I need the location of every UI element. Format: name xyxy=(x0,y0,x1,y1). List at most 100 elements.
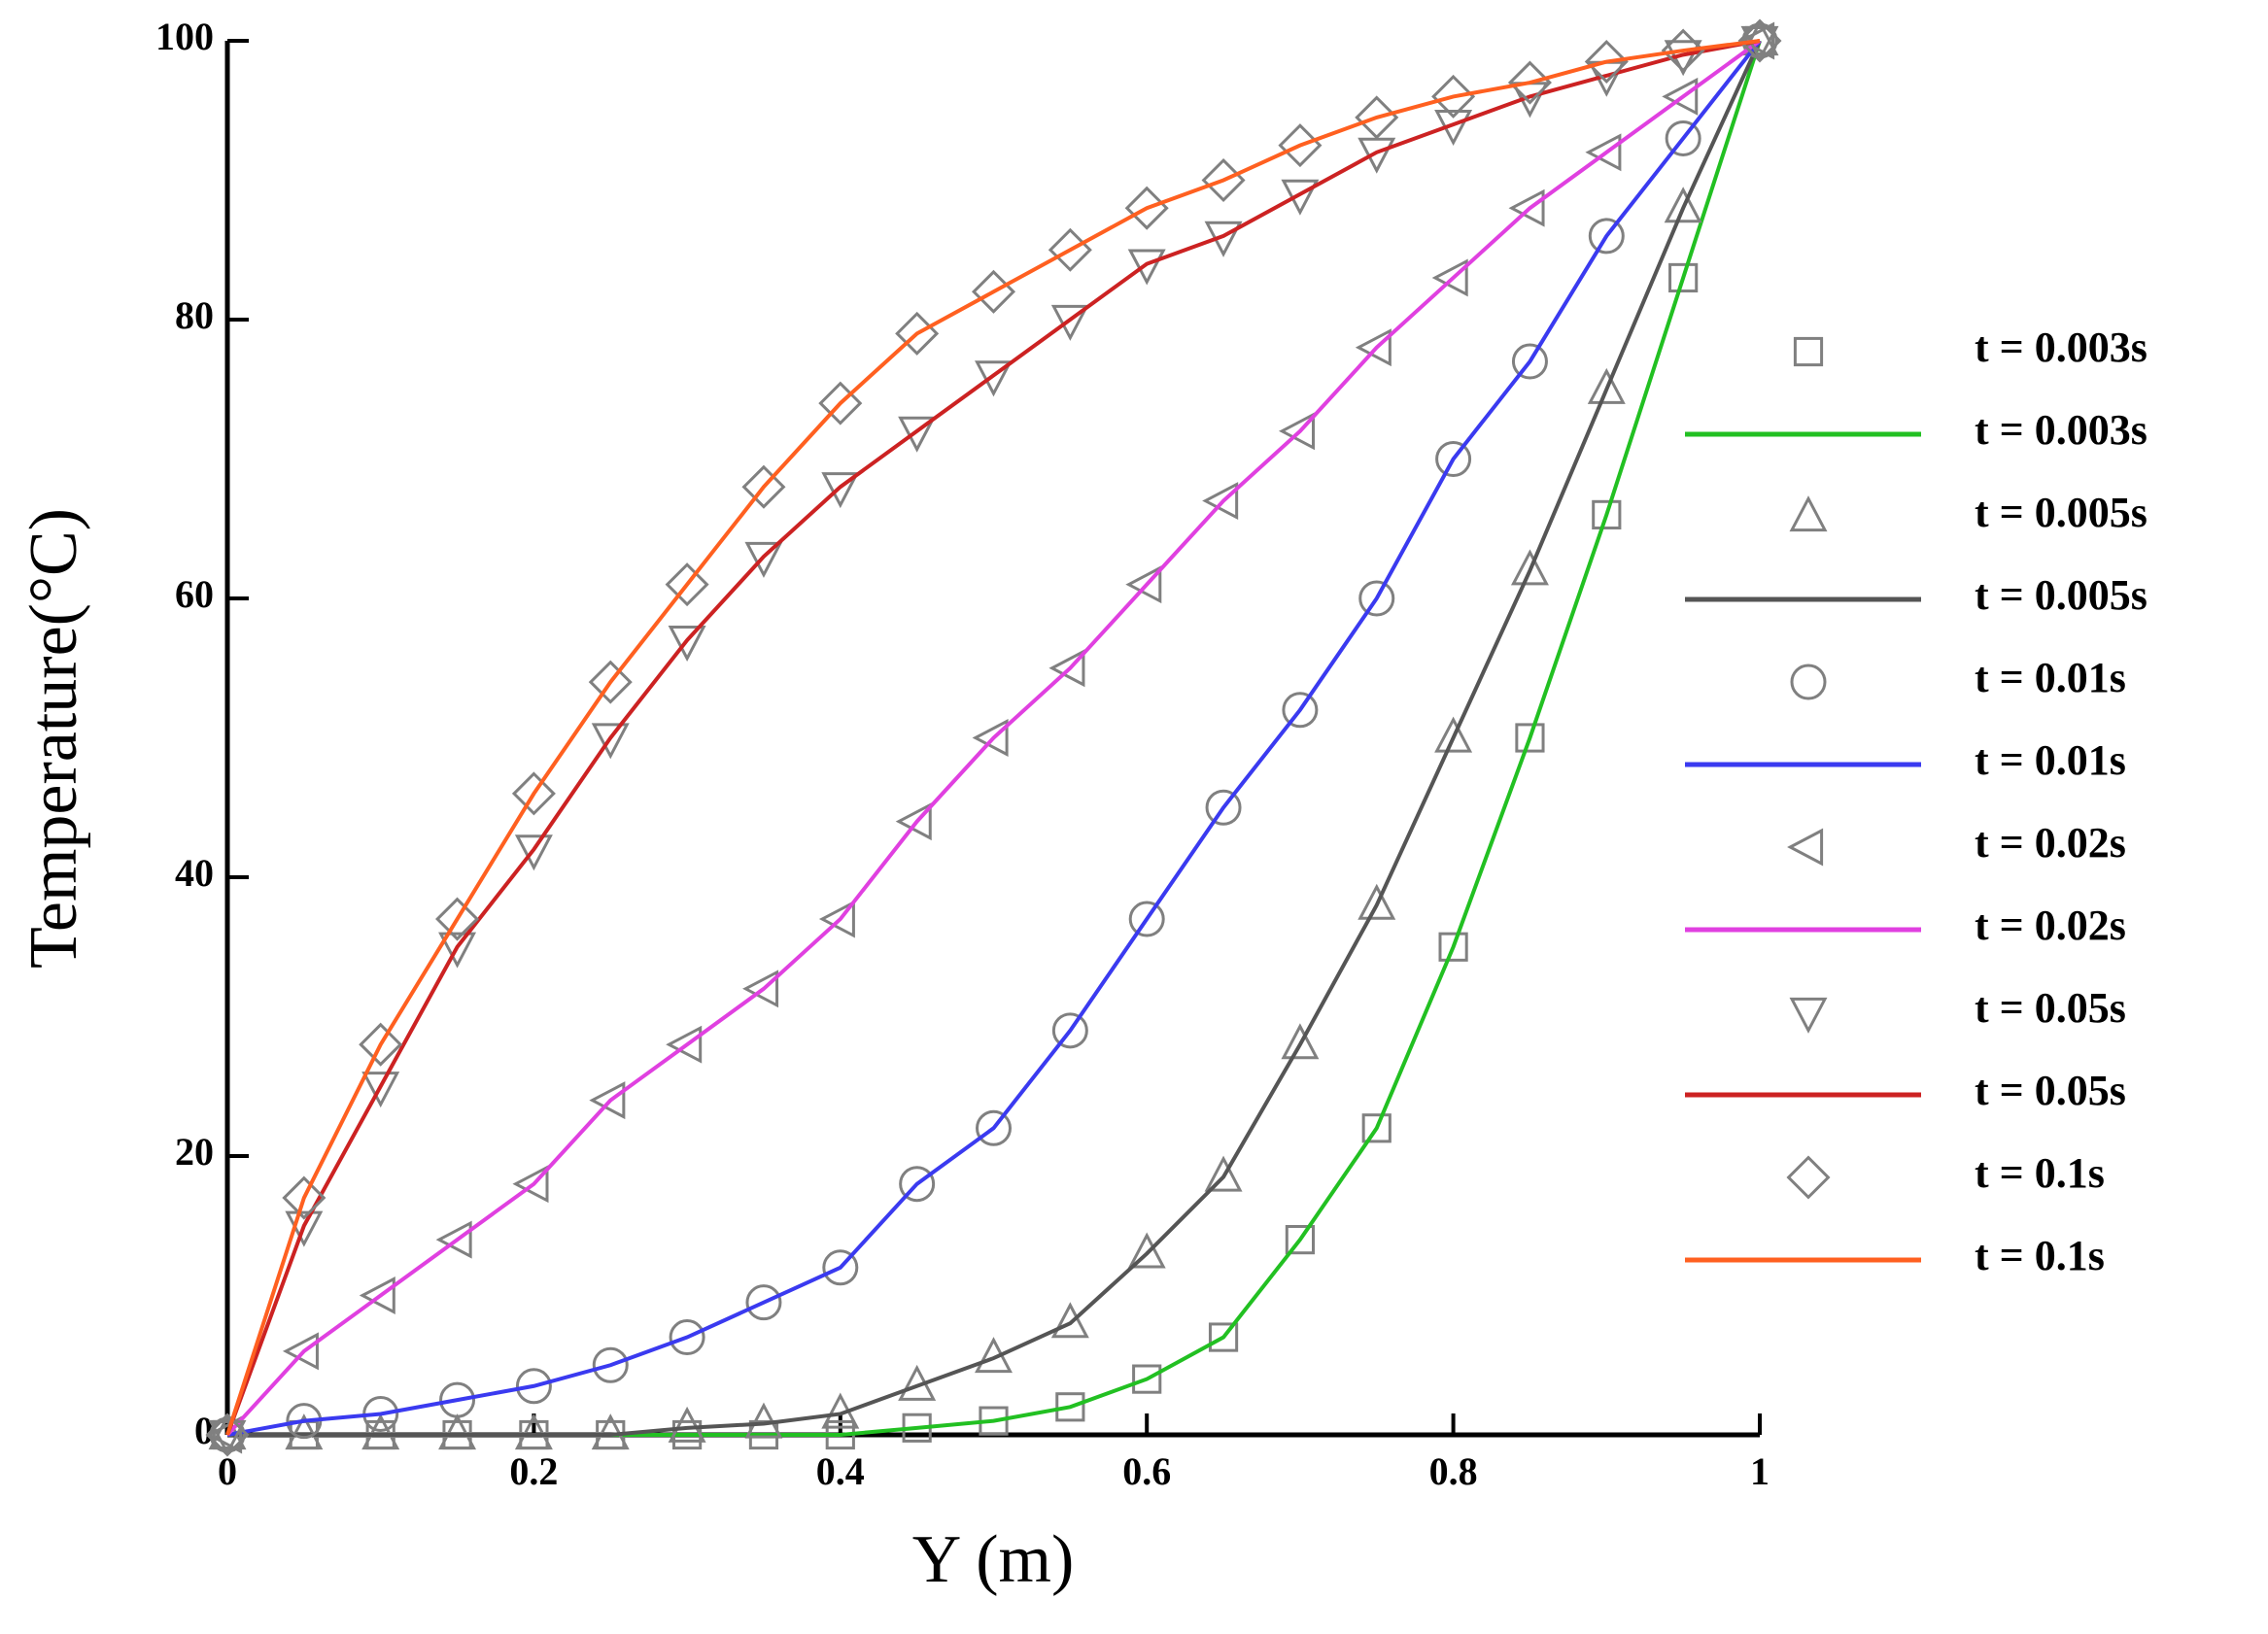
legend-label: t = 0.02s xyxy=(1975,819,2126,867)
marker xyxy=(1048,649,1085,688)
marker xyxy=(1355,328,1392,367)
marker xyxy=(1355,95,1399,140)
y-tick-label: 60 xyxy=(175,572,214,616)
marker xyxy=(1050,304,1089,341)
marker xyxy=(1128,901,1165,937)
x-tick-label: 0.6 xyxy=(1122,1449,1171,1493)
x-tick-label: 0.4 xyxy=(816,1449,865,1493)
marker xyxy=(818,900,855,938)
marker xyxy=(208,1419,247,1456)
x-axis-label: Y (m) xyxy=(912,1522,1075,1597)
marker xyxy=(1508,188,1545,227)
marker xyxy=(1438,932,1468,962)
marker xyxy=(1132,1364,1162,1394)
legend-marker xyxy=(1787,828,1824,867)
marker xyxy=(898,416,937,453)
y-tick-label: 100 xyxy=(155,15,214,58)
marker xyxy=(669,1319,705,1356)
marker xyxy=(1584,40,1629,85)
x-tick-label: 1 xyxy=(1750,1449,1770,1493)
marker xyxy=(1515,723,1545,753)
marker xyxy=(1278,412,1315,451)
x-tick-label: 0.2 xyxy=(509,1449,558,1493)
marker xyxy=(666,1025,703,1064)
marker xyxy=(205,1413,250,1457)
marker xyxy=(359,1277,395,1314)
marker xyxy=(592,1346,629,1383)
legend-label: t = 0.005s xyxy=(1975,571,2148,619)
x-tick-label: 0.8 xyxy=(1429,1449,1478,1493)
marker xyxy=(1588,218,1625,255)
marker xyxy=(668,1406,706,1443)
legend-marker xyxy=(1793,336,1824,367)
marker xyxy=(1358,580,1395,617)
marker xyxy=(1435,441,1472,477)
marker xyxy=(972,719,1009,757)
legend-label: t = 0.003s xyxy=(1975,323,2148,371)
line xyxy=(225,39,1761,1436)
x-tick-label: 0 xyxy=(218,1449,237,1493)
marker xyxy=(1051,1012,1088,1049)
marker xyxy=(1668,262,1699,293)
line xyxy=(225,39,1761,1436)
marker xyxy=(818,381,863,426)
y-tick-label: 0 xyxy=(194,1409,214,1452)
legend-label: t = 0.003s xyxy=(1975,406,2148,454)
marker xyxy=(822,1249,859,1286)
marker xyxy=(1665,119,1701,156)
legend-label: t = 0.05s xyxy=(1975,1067,2126,1114)
legend-marker xyxy=(1790,664,1827,700)
marker xyxy=(511,771,556,816)
marker xyxy=(1510,549,1549,586)
marker xyxy=(359,1022,403,1067)
marker xyxy=(1661,28,1705,73)
marker xyxy=(1507,60,1552,105)
marker xyxy=(361,1413,400,1450)
marker xyxy=(514,1413,553,1450)
y-tick-label: 40 xyxy=(175,851,214,895)
marker xyxy=(361,1072,400,1108)
marker xyxy=(1202,482,1239,521)
marker xyxy=(1204,1155,1243,1192)
marker xyxy=(899,1166,936,1203)
marker xyxy=(665,562,709,607)
marker xyxy=(439,1381,476,1418)
marker xyxy=(1737,18,1782,63)
marker xyxy=(668,625,706,662)
line xyxy=(227,40,1762,1437)
legend-label: t = 0.02s xyxy=(1975,902,2126,949)
marker xyxy=(1511,343,1548,380)
marker xyxy=(438,1413,477,1450)
legend-label: t = 0.01s xyxy=(1975,736,2126,784)
marker xyxy=(512,1165,549,1204)
marker xyxy=(1050,1302,1089,1339)
marker xyxy=(1125,565,1162,604)
marker xyxy=(744,541,783,578)
marker xyxy=(1740,19,1779,56)
marker xyxy=(515,1368,552,1405)
y-tick-label: 80 xyxy=(175,293,214,337)
marker xyxy=(1208,1322,1239,1352)
marker xyxy=(435,897,480,941)
marker xyxy=(1357,137,1396,174)
marker xyxy=(1664,187,1702,223)
y-axis-label: Temperature(°C) xyxy=(17,508,91,969)
legend-marker xyxy=(1786,1155,1831,1200)
marker xyxy=(1282,692,1319,729)
marker xyxy=(1205,789,1242,826)
marker xyxy=(1127,1232,1166,1269)
marker xyxy=(1357,883,1396,920)
marker xyxy=(1361,1113,1392,1143)
marker xyxy=(741,464,786,509)
marker xyxy=(282,1175,326,1220)
marker xyxy=(1662,77,1699,116)
legend-label: t = 0.05s xyxy=(1975,984,2126,1032)
marker xyxy=(514,834,553,871)
marker xyxy=(821,472,860,509)
legend-label: t = 0.005s xyxy=(1975,489,2148,536)
marker xyxy=(206,1415,243,1454)
line xyxy=(225,39,1762,1437)
marker xyxy=(438,932,477,969)
legend-label: t = 0.1s xyxy=(1975,1149,2105,1197)
